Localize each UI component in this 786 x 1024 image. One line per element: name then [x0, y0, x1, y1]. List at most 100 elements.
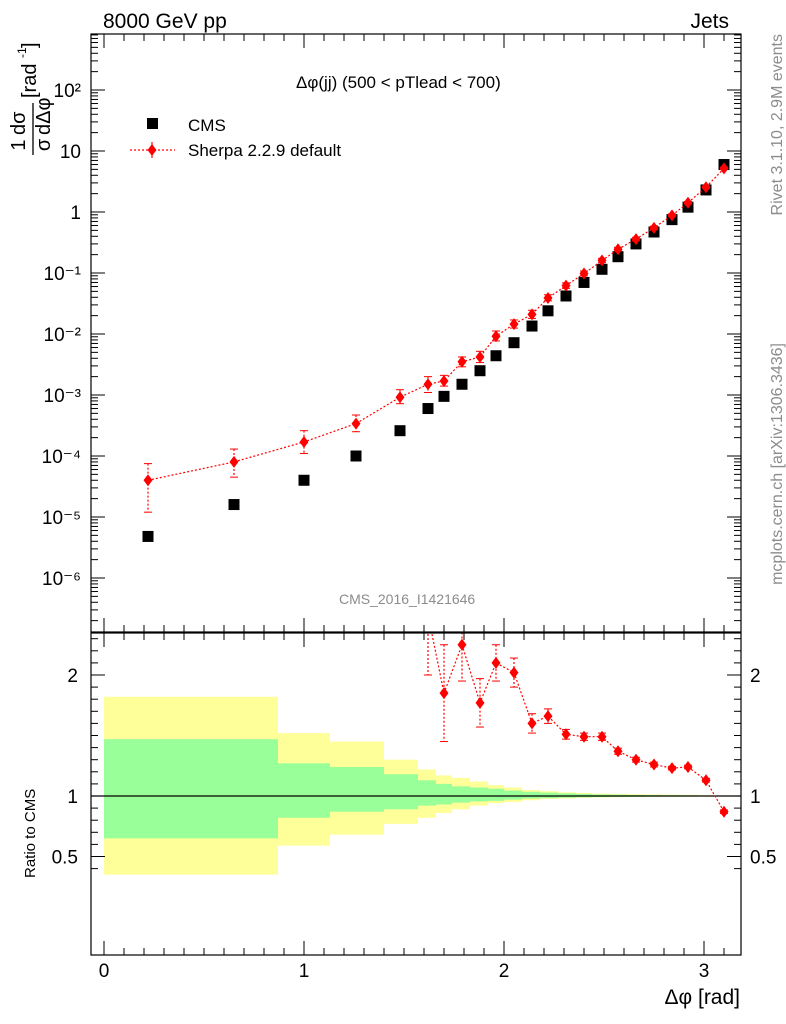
ratio-point	[719, 805, 729, 818]
cms-point	[142, 530, 154, 542]
ratio-ytick-label-right: 1	[750, 787, 761, 808]
legend-sherpa-marker	[147, 144, 157, 156]
x-axis-label: Δφ [rad]	[664, 986, 741, 1009]
sherpa-point	[597, 254, 607, 267]
svg-text:-1: -1	[15, 47, 29, 58]
sherpa-point	[423, 378, 433, 391]
main-ytick-label: 10⁻³	[44, 386, 82, 407]
band-inner	[540, 792, 558, 799]
sherpa-point	[543, 291, 553, 304]
ratio-frame	[90, 632, 742, 956]
cms-point	[542, 305, 554, 317]
ratio-ytick-label: 1	[67, 787, 78, 808]
ratio-point	[597, 730, 607, 743]
cms-point	[612, 251, 624, 263]
band-inner	[436, 783, 452, 805]
sherpa-point	[683, 196, 693, 209]
sherpa-point	[649, 221, 659, 234]
band-inner	[488, 788, 504, 801]
sherpa-point	[701, 181, 711, 194]
header-right: Jets	[690, 10, 729, 33]
svg-text:dΔφ: dΔφ	[33, 98, 55, 135]
ratio-ytick-label: 2	[67, 666, 78, 687]
ratio-point	[683, 760, 693, 773]
sherpa-point	[509, 318, 519, 331]
main-ytick-label: 10²	[54, 81, 81, 102]
ratio-ytick-label-right: 0.5	[750, 848, 776, 869]
cms-point	[350, 450, 362, 462]
main-ytick-label: 10⁻¹	[44, 264, 82, 285]
main-ytick-label: 10	[60, 142, 81, 163]
main-frame	[90, 33, 742, 633]
band-inner	[418, 780, 436, 806]
sherpa-point	[299, 435, 309, 448]
ratio-point	[667, 762, 677, 775]
legend-cms-marker	[147, 118, 158, 129]
sherpa-point	[351, 417, 361, 430]
svg-text:σ: σ	[33, 138, 55, 151]
ratio-point	[701, 774, 711, 787]
band-inner	[522, 791, 540, 799]
sherpa-point	[491, 330, 501, 343]
ratio-point	[649, 758, 659, 771]
svg-text:[rad: [rad	[19, 64, 41, 98]
sherpa-point	[667, 209, 677, 222]
ratio-point	[509, 666, 519, 679]
sherpa-point	[613, 243, 623, 256]
sherpa-point	[527, 308, 537, 321]
legend-cms-label: CMS	[188, 116, 226, 135]
cms-point	[474, 365, 486, 377]
legend-sherpa-label: Sherpa 2.2.9 default	[188, 141, 341, 160]
band-inner	[278, 763, 330, 818]
main-ytick-label: 10⁻²	[44, 325, 82, 346]
plot-title: Δφ(jj) (500 < pTlead < 700)	[296, 73, 501, 92]
band-inner	[190, 739, 278, 839]
cms-point	[560, 290, 572, 302]
main-ytick-label: 10⁻⁶	[42, 569, 81, 590]
ratio-point	[491, 656, 501, 669]
sherpa-point	[395, 391, 405, 404]
ratio-point	[613, 745, 623, 758]
band-inner	[104, 739, 190, 839]
cms-point	[456, 378, 468, 390]
cms-point	[526, 320, 538, 332]
ratio-ytick-label-right: 2	[750, 666, 761, 687]
cms-point	[438, 390, 450, 402]
ratio-point	[439, 687, 449, 700]
ratio-point	[543, 710, 553, 723]
xtick-label: 1	[299, 961, 310, 982]
xtick-label: 0	[99, 961, 110, 982]
sherpa-point	[579, 267, 589, 280]
xtick-label: 3	[699, 961, 710, 982]
main-ytick-label: 10⁻⁵	[42, 508, 81, 529]
sherpa-point	[475, 350, 485, 363]
cms-point	[596, 263, 608, 275]
ratio-ytick-label: 0.5	[52, 848, 78, 869]
svg-text:1: 1	[8, 139, 30, 150]
sherpa-point	[631, 233, 641, 246]
cms-point	[298, 474, 310, 486]
sherpa-point	[457, 355, 467, 368]
cms-point	[422, 403, 434, 415]
sherpa-point	[561, 279, 571, 292]
header-left: 8000 GeV pp	[103, 10, 227, 33]
sherpa-line	[147, 167, 725, 481]
ratio-point	[527, 717, 537, 730]
cms-point	[578, 276, 590, 288]
ratio-point	[561, 728, 571, 741]
ratio-point	[631, 753, 641, 766]
watermark: CMS_2016_I1421646	[339, 591, 476, 607]
band-inner	[470, 787, 488, 802]
sherpa-point	[229, 455, 239, 468]
cms-point	[228, 499, 240, 511]
sherpa-point	[143, 474, 153, 487]
band-inner	[504, 790, 522, 800]
ratio-point	[579, 730, 589, 743]
svg-text:]: ]	[19, 42, 41, 48]
sherpa-point	[719, 162, 729, 175]
band-inner	[384, 774, 418, 810]
band-inner	[330, 766, 384, 812]
svg-text:dσ: dσ	[8, 111, 30, 135]
cms-point	[394, 425, 406, 437]
